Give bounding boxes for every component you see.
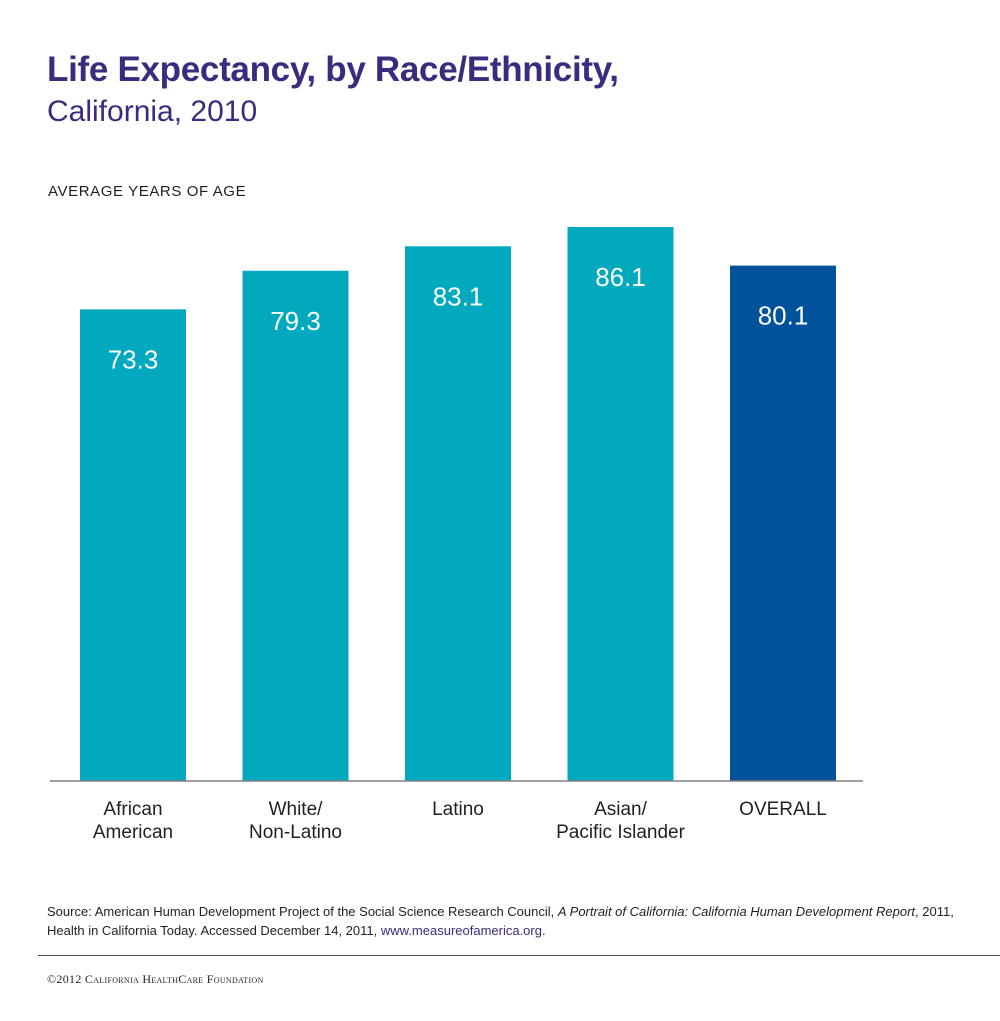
value-label-4: 80.1 <box>758 301 809 331</box>
chart-subtitle: California, 2010 <box>47 95 258 128</box>
category-label-3-1: Pacific Islander <box>556 822 686 843</box>
source-prefix: Source: American Human Development Proje… <box>47 904 558 919</box>
category-label-1-0: White/ <box>269 799 324 820</box>
chart-title: Life Expectancy, by Race/Ethnicity, <box>47 50 619 89</box>
footer-divider <box>38 955 1000 956</box>
category-label-2-0: Latino <box>432 799 484 820</box>
bar-4 <box>730 265 836 781</box>
source-suffix: , 2011, Health in California Today. Acce… <box>47 904 954 938</box>
category-label-1-1: Non-Latino <box>249 822 342 843</box>
value-label-2: 83.1 <box>433 281 484 311</box>
y-axis-label: AVERAGE YEARS OF AGE <box>48 183 247 200</box>
category-label-0-1: American <box>93 822 173 843</box>
bar-2 <box>405 246 511 782</box>
category-label-3-0: Asian/ <box>594 799 648 820</box>
source-link[interactable]: www.measureofamerica.org <box>380 923 542 938</box>
category-label-0-0: African <box>103 799 162 820</box>
source-end: . <box>541 923 546 938</box>
bar-0 <box>80 309 186 781</box>
value-label-0: 73.3 <box>108 344 159 374</box>
bar-3 <box>567 227 674 781</box>
value-label-1: 79.3 <box>270 306 321 336</box>
value-label-3: 86.1 <box>595 262 646 292</box>
source-report-title: A Portrait of California: California Hum… <box>557 904 916 919</box>
copyright-notice: ©2012 California HealthCare Foundation <box>47 972 264 986</box>
bar-1 <box>242 270 349 781</box>
bars-group: 73.3 79.3 83.1 86.1 80.1 <box>80 227 836 782</box>
source-note: Source: American Human Development Proje… <box>47 902 967 940</box>
category-label-4-0: OVERALL <box>739 799 827 820</box>
